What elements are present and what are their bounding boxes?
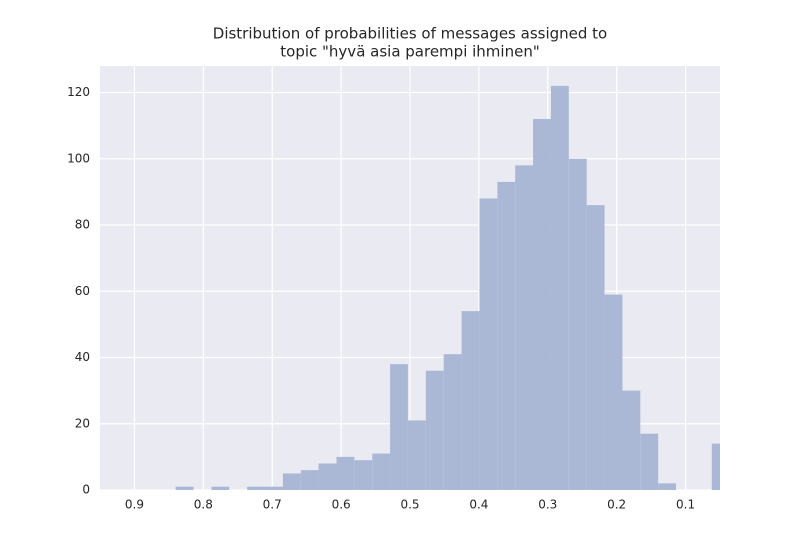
x-tick-label: 0.8 xyxy=(194,498,213,512)
x-tick-label: 0.4 xyxy=(469,498,488,512)
y-tick-label: 60 xyxy=(75,284,90,298)
chart-title: topic "hyvä asia parempi ihminen" xyxy=(280,43,539,61)
bar xyxy=(264,486,283,490)
bar xyxy=(282,473,301,490)
bar xyxy=(407,420,426,490)
bar xyxy=(336,456,355,490)
x-tick-label: 0.9 xyxy=(125,498,144,512)
bar xyxy=(604,294,623,490)
x-tick-label: 0.1 xyxy=(676,498,695,512)
bar xyxy=(443,354,462,490)
y-tick-label: 40 xyxy=(75,350,90,364)
bar xyxy=(711,443,720,490)
x-tick-label: 0.3 xyxy=(538,498,557,512)
bar xyxy=(300,470,319,490)
bar xyxy=(175,486,194,490)
bar xyxy=(479,198,498,490)
x-tick-label: 0.2 xyxy=(607,498,626,512)
bar xyxy=(425,370,444,490)
bar xyxy=(461,311,480,490)
chart-title: Distribution of probabilities of message… xyxy=(213,25,607,43)
bar xyxy=(640,433,659,490)
x-tick-label: 0.7 xyxy=(263,498,282,512)
bar xyxy=(354,460,373,490)
bar xyxy=(658,483,677,490)
bar xyxy=(372,453,391,490)
bar xyxy=(497,181,516,490)
y-tick-label: 120 xyxy=(67,85,90,99)
y-tick-label: 0 xyxy=(82,483,90,497)
bar xyxy=(390,364,408,490)
y-tick-label: 20 xyxy=(75,416,90,430)
x-tick-label: 0.5 xyxy=(400,498,419,512)
x-tick-label: 0.6 xyxy=(332,498,351,512)
bar xyxy=(550,85,569,490)
bar xyxy=(586,205,605,490)
bars xyxy=(175,85,720,490)
bar xyxy=(622,390,641,490)
y-tick-label: 100 xyxy=(67,151,90,165)
bar xyxy=(247,486,265,490)
y-tick-label: 80 xyxy=(75,218,90,232)
bar xyxy=(533,119,551,490)
bar xyxy=(515,165,534,490)
bar xyxy=(211,486,230,490)
bar xyxy=(568,158,587,490)
bar xyxy=(318,463,337,490)
